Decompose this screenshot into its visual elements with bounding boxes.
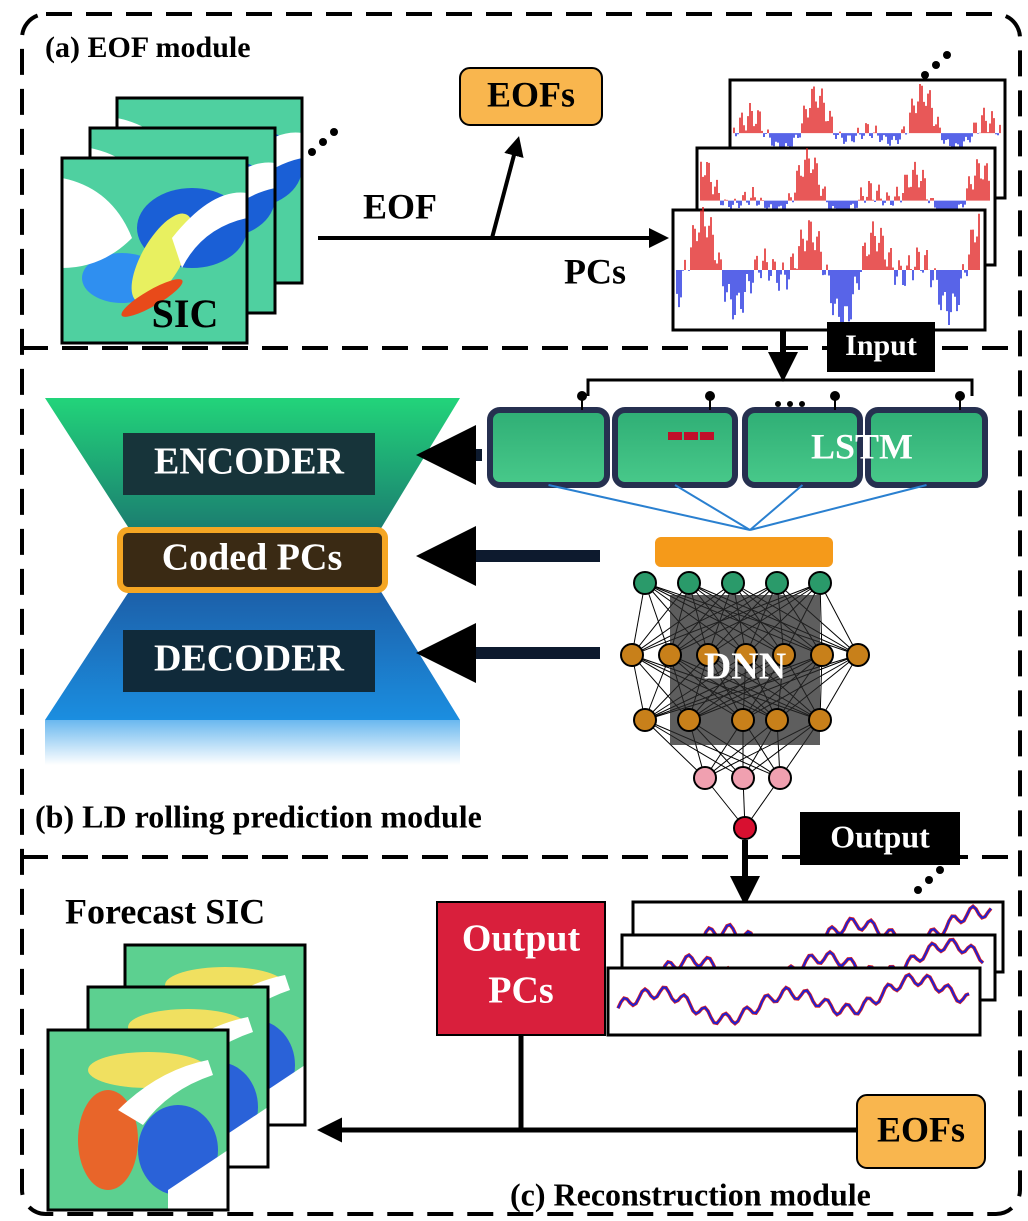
section-label: (a) EOF module — [45, 31, 251, 64]
output-charts — [608, 902, 1003, 1035]
decoder-label: DECODER — [154, 638, 345, 680]
forecast-label: Forecast SIC — [65, 891, 265, 931]
section-label: (c) Reconstruction module — [510, 1176, 871, 1212]
port — [955, 391, 965, 401]
neuron — [809, 572, 831, 594]
diagram: (a) EOF module SIC EOF EOFs PCs Input LS… — [0, 0, 1028, 1221]
output-pcs-label: Output — [462, 918, 581, 960]
neuron — [732, 709, 754, 731]
neuron — [634, 572, 656, 594]
dnn-label: DNN — [704, 646, 786, 688]
encoder-label: ENCODER — [154, 441, 345, 483]
lstm-cell — [615, 410, 735, 485]
neuron — [678, 709, 700, 731]
neuron — [847, 644, 869, 666]
port — [830, 391, 840, 401]
forecast-map — [48, 1030, 228, 1210]
dnn — [621, 537, 869, 839]
neuron — [678, 572, 700, 594]
ellipsis — [914, 866, 944, 894]
pcs-label: PCs — [564, 251, 626, 291]
output-label: Output — [830, 818, 930, 854]
lstm-cell — [490, 410, 607, 485]
neuron — [732, 767, 754, 789]
gate — [668, 432, 682, 440]
neuron — [634, 709, 656, 731]
gate — [700, 432, 714, 440]
neuron — [734, 817, 756, 839]
eof-label: EOF — [363, 186, 437, 226]
neuron — [769, 767, 791, 789]
port — [577, 391, 587, 401]
ellipsis — [308, 128, 338, 156]
gate — [684, 432, 698, 440]
section-label: (b) LD rolling prediction module — [35, 798, 482, 834]
eofs-label: EOFs — [877, 1109, 965, 1149]
eofs-label: EOFs — [487, 74, 575, 114]
output-pcs-label: PCs — [488, 970, 553, 1012]
orange-bar — [655, 537, 833, 567]
input-label: Input — [845, 329, 917, 362]
link — [549, 485, 751, 530]
reflection — [45, 720, 460, 765]
pc-charts — [673, 80, 1005, 335]
neuron — [811, 644, 833, 666]
coded-label: Coded PCs — [162, 537, 343, 579]
neuron — [809, 709, 831, 731]
ellipsis — [775, 401, 805, 407]
ellipsis — [921, 51, 951, 79]
link — [675, 485, 750, 530]
neuron — [621, 644, 643, 666]
neuron — [766, 572, 788, 594]
bracket — [588, 380, 972, 396]
neuron — [722, 572, 744, 594]
neuron — [659, 644, 681, 666]
port — [705, 391, 715, 401]
neuron — [766, 709, 788, 731]
arrow — [492, 140, 518, 238]
neuron — [694, 767, 716, 789]
lstm-label: LSTM — [811, 426, 913, 466]
sic-label: SIC — [152, 291, 219, 336]
